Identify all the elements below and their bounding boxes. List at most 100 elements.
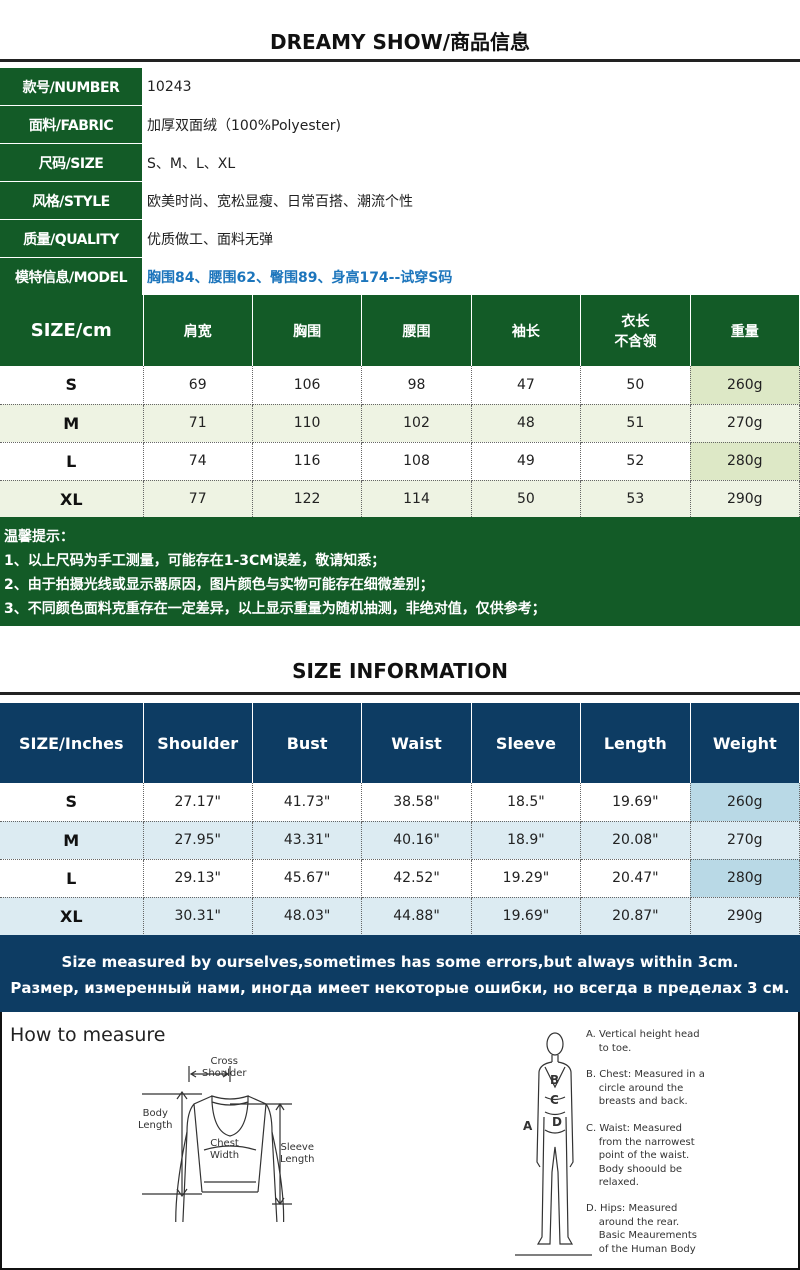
value-cell: 43.31" bbox=[252, 821, 363, 860]
value-cell: 280g bbox=[690, 442, 800, 481]
value-cell: 38.58" bbox=[361, 783, 472, 822]
value-cell: 41.73" bbox=[252, 783, 363, 822]
cross-shoulder-label: Cross Shoulder bbox=[202, 1056, 247, 1079]
size-cell: M bbox=[0, 404, 144, 443]
value-cell: 102 bbox=[361, 404, 472, 443]
value-cell: 27.95" bbox=[143, 821, 253, 860]
product-info: 款号/NUMBER 10243 面料/FABRIC 加厚双面绒（100%Polyes… bbox=[0, 68, 800, 296]
chest-width-label: Chest Width bbox=[210, 1138, 240, 1161]
column-header: 袖长 bbox=[471, 295, 582, 366]
divider bbox=[0, 692, 800, 695]
info-row-model: 模特信息/MODEL 胸围84、腰围62、臀围89、身高174--试穿S码 bbox=[0, 258, 800, 296]
info-value: S、M、L、XL bbox=[147, 155, 236, 172]
info-row-quality: 质量/QUALITY 优质做工、面料无弹 bbox=[0, 220, 800, 258]
note-line: 1、以上尺码为手工测量，可能存在1-3CM误差，敬请知悉； bbox=[4, 553, 386, 569]
value-cell: 116 bbox=[252, 442, 363, 481]
size-cell: M bbox=[0, 821, 144, 860]
value-cell: 114 bbox=[361, 480, 472, 519]
desc-c: C. Waist: Measured from the narrowest po… bbox=[586, 1123, 695, 1188]
marker-a: A bbox=[523, 1119, 533, 1133]
marker-b: B bbox=[550, 1073, 560, 1087]
value-cell: 19.69" bbox=[580, 783, 691, 822]
value-cell: 48.03" bbox=[252, 897, 363, 936]
value-cell: 77 bbox=[143, 480, 253, 519]
table-row: S 69 106 98 47 50 260g bbox=[0, 366, 800, 405]
info-label: 款号/NUMBER bbox=[0, 68, 142, 105]
value-cell: 20.08" bbox=[580, 821, 691, 860]
value-cell: 19.29" bbox=[471, 859, 582, 898]
note-line: Размер, измеренный нами, иногда имеет не… bbox=[10, 979, 790, 997]
value-cell: 18.5" bbox=[471, 783, 582, 822]
value-cell: 260g bbox=[690, 366, 800, 405]
column-header: 腰围 bbox=[361, 295, 472, 366]
size-cell: XL bbox=[0, 480, 144, 519]
size-cell: L bbox=[0, 859, 144, 898]
note-line: 3、不同颜色面料克重存在一定差异，以上显示重量为随机抽测，非绝对值，仅供参考； bbox=[4, 601, 546, 617]
column-header: 肩宽 bbox=[143, 295, 253, 366]
info-value: 优质做工、面料无弹 bbox=[147, 231, 273, 248]
value-cell: 71 bbox=[143, 404, 253, 443]
desc-a: A. Vertical height head to toe. bbox=[586, 1029, 700, 1054]
table-row: L 29.13" 45.67" 42.52" 19.29" 20.47" 280g bbox=[0, 859, 800, 898]
measure-title: How to measure bbox=[10, 1024, 166, 1046]
value-cell: 290g bbox=[690, 897, 800, 936]
value-cell: 18.9" bbox=[471, 821, 582, 860]
page-title: DREAMY SHOW/商品信息 bbox=[270, 30, 530, 54]
value-cell: 50 bbox=[580, 366, 691, 405]
note-line: Size measured by ourselves,sometimes has… bbox=[61, 953, 739, 971]
human-body-diagram-icon bbox=[515, 1032, 592, 1256]
inch-notes: Size measured by ourselves,sometimes has… bbox=[0, 935, 800, 1012]
value-cell: 47 bbox=[471, 366, 582, 405]
size-cell: S bbox=[0, 366, 144, 405]
value-cell: 98 bbox=[361, 366, 472, 405]
value-cell: 48 bbox=[471, 404, 582, 443]
info-label: 风格/STYLE bbox=[0, 182, 142, 219]
column-header: 重量 bbox=[690, 295, 800, 366]
note-line: 2、由于拍摄光线或显示器原因，图片颜色与实物可能存在细微差别； bbox=[4, 577, 434, 593]
column-header: SIZE/cm bbox=[0, 295, 144, 366]
table-row: XL 30.31" 48.03" 44.88" 19.69" 20.87" 290g bbox=[0, 897, 800, 936]
value-cell: 108 bbox=[361, 442, 472, 481]
sweater-diagram-icon bbox=[142, 1066, 292, 1222]
info-row-style: 风格/STYLE 欧美时尚、宽松显瘦、日常百搭、潮流个性 bbox=[0, 182, 800, 220]
value-cell: 40.16" bbox=[361, 821, 472, 860]
table-row: M 27.95" 43.31" 40.16" 18.9" 20.08" 270g bbox=[0, 821, 800, 860]
info-value: 欧美时尚、宽松显瘦、日常百搭、潮流个性 bbox=[147, 193, 413, 210]
body-length-label: Body Length bbox=[138, 1108, 173, 1131]
value-cell: 290g bbox=[690, 480, 800, 519]
column-header: Length bbox=[580, 703, 691, 783]
marker-c: C bbox=[550, 1093, 559, 1107]
value-cell: 45.67" bbox=[252, 859, 363, 898]
cm-size-table: SIZE/cm 肩宽 胸围 腰围 袖长 衣长 不含领 重量 S 69 106 98 47 50 260g M… bbox=[0, 295, 800, 519]
column-header: Shoulder bbox=[143, 703, 253, 783]
info-label: 模特信息/MODEL bbox=[0, 258, 142, 295]
value-cell: 270g bbox=[690, 404, 800, 443]
value-cell: 51 bbox=[580, 404, 691, 443]
table-row: M 71 110 102 48 51 270g bbox=[0, 404, 800, 443]
value-cell: 20.87" bbox=[580, 897, 691, 936]
column-header: Waist bbox=[361, 703, 472, 783]
value-cell: 69 bbox=[143, 366, 253, 405]
value-cell: 106 bbox=[252, 366, 363, 405]
value-cell: 49 bbox=[471, 442, 582, 481]
value-cell: 20.47" bbox=[580, 859, 691, 898]
value-cell: 30.31" bbox=[143, 897, 253, 936]
column-header: Sleeve bbox=[471, 703, 582, 783]
value-cell: 19.69" bbox=[471, 897, 582, 936]
note-line: 温馨提示： bbox=[4, 529, 74, 545]
desc-d: D. Hips: Measured around the rear. Basic… bbox=[586, 1203, 698, 1255]
cm-notes: 温馨提示： 1、以上尺码为手工测量，可能存在1-3CM误差，敬请知悉； 2、由于… bbox=[0, 517, 800, 626]
value-cell: 29.13" bbox=[143, 859, 253, 898]
value-cell: 50 bbox=[471, 480, 582, 519]
value-cell: 122 bbox=[252, 480, 363, 519]
value-cell: 270g bbox=[690, 821, 800, 860]
value-cell: 42.52" bbox=[361, 859, 472, 898]
desc-b: B. Chest: Measured in a circle around th… bbox=[586, 1069, 705, 1107]
divider bbox=[0, 59, 800, 62]
column-header: SIZE/Inches bbox=[0, 703, 144, 783]
section-title: SIZE INFORMATION bbox=[292, 659, 508, 683]
info-value: 10243 bbox=[147, 78, 192, 95]
inch-size-table: SIZE/Inches Shoulder Bust Waist Sleeve Length… bbox=[0, 703, 800, 936]
value-cell: 53 bbox=[580, 480, 691, 519]
info-label: 尺码/SIZE bbox=[0, 144, 142, 181]
